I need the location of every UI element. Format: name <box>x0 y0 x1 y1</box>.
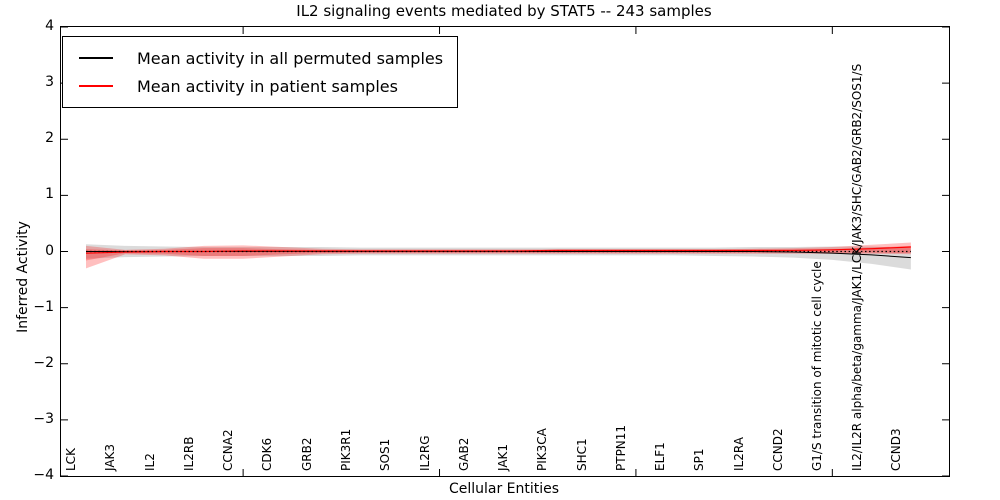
y-tick-label: −1 <box>33 298 54 315</box>
x-category-label: IL2RA <box>731 437 746 471</box>
x-category-label: G1/S transition of mitotic cell cycle <box>810 261 825 471</box>
x-category-label: IL2 <box>142 453 157 471</box>
x-category-label: CCNA2 <box>221 429 236 471</box>
legend-label: Mean activity in all permuted samples <box>137 48 444 68</box>
x-category-label: PIK3CA <box>535 428 550 471</box>
x-category-label: IL2/IL2R alpha/beta/gamma/JAK1/LCK/JAK3/… <box>849 63 864 471</box>
patient-mean-line <box>85 246 911 254</box>
y-axis-label: Inferred Activity <box>15 221 31 333</box>
y-tick-label: −2 <box>33 354 54 371</box>
y-tick-label: 4 <box>45 18 54 34</box>
x-category-label: ELF1 <box>653 442 668 471</box>
x-category-label: IL2RB <box>181 436 196 471</box>
x-axis-label: Cellular Entities <box>448 481 560 497</box>
x-category-label: SP1 <box>692 448 707 472</box>
y-tick-label: −3 <box>33 410 54 427</box>
x-category-label: PTPN11 <box>613 424 628 471</box>
x-category-label: GRB2 <box>299 437 314 471</box>
x-category-label: PIK3R1 <box>338 428 353 471</box>
y-tick-label: 2 <box>45 130 54 147</box>
x-category-label: LCK <box>64 448 78 471</box>
y-tick-label: −4 <box>33 467 54 483</box>
patient-confidence-band-inner <box>86 245 911 261</box>
y-tick-label: 1 <box>45 186 54 203</box>
chart-plot-svg <box>61 27 949 476</box>
chart-title: IL2 signaling events mediated by STAT5 -… <box>296 2 712 20</box>
x-category-label: SOS1 <box>378 438 393 471</box>
x-category-label: CCND2 <box>771 428 786 471</box>
y-tick-label: 0 <box>45 242 54 259</box>
y-tick-label: 3 <box>45 74 54 91</box>
x-category-label: GAB2 <box>456 437 471 471</box>
x-category-label: JAK3 <box>103 443 118 471</box>
legend-line-sample-black <box>79 57 113 59</box>
legend-item-patient: Mean activity in patient samples <box>73 72 443 100</box>
legend: Mean activity in all permuted samples Me… <box>62 36 459 108</box>
legend-line-sample-red <box>79 85 113 87</box>
x-category-label: CCND3 <box>888 428 903 471</box>
legend-item-permuted: Mean activity in all permuted samples <box>73 44 443 72</box>
x-category-label: CDK6 <box>260 437 275 471</box>
legend-label: Mean activity in patient samples <box>137 76 398 96</box>
patient-confidence-band-outer <box>86 242 911 269</box>
x-category-label: JAK1 <box>496 443 511 471</box>
x-category-label: SHC1 <box>574 438 589 471</box>
x-category-label: IL2RG <box>417 435 432 472</box>
